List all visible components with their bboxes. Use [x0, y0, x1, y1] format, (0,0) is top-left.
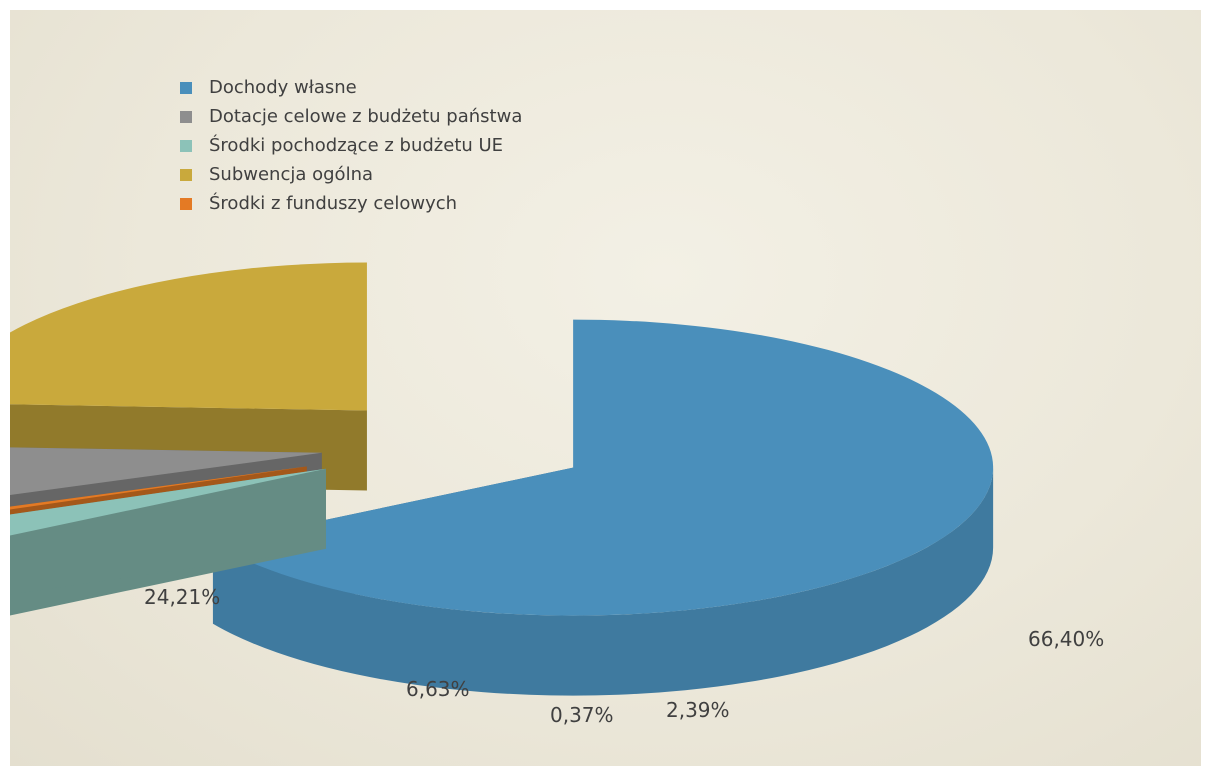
legend-swatch [180, 110, 192, 123]
legend-swatch [180, 197, 192, 210]
pie-slice-top [10, 262, 367, 411]
legend-item-fundusze-celowe: Środki z funduszy celowych [180, 189, 522, 218]
legend-item-dochody-wlasne: Dochody własne [180, 73, 522, 102]
pie-slice-top [10, 447, 322, 496]
legend: Dochody własne Dotacje celowe z budżetu … [180, 73, 522, 218]
data-label-subwencja-ogolna: 24,21% [144, 585, 221, 609]
pie-slice [10, 468, 326, 616]
legend-label: Subwencja ogólna [209, 164, 374, 185]
data-label-dochody-wlasne: 66,40% [1028, 627, 1105, 651]
pie-slice-side [10, 468, 326, 595]
pie-slice [212, 319, 994, 696]
pie-slice-top [212, 319, 994, 616]
legend-label: Dochody własne [209, 77, 357, 98]
data-label-dotacje-celowe: 6,63% [406, 677, 470, 701]
chart-area: Dochody własne Dotacje celowe z budżetu … [10, 10, 1201, 766]
pie-slice-rim [212, 467, 994, 696]
legend-label: Środki pochodzące z budżetu UE [209, 135, 504, 156]
legend-swatch [180, 168, 192, 181]
legend-label: Dotacje celowe z budżetu państwa [209, 106, 523, 127]
legend-swatch [180, 81, 192, 94]
pie-chart [10, 262, 994, 696]
legend-item-srodki-ue: Środki pochodzące z budżetu UE [180, 131, 522, 160]
legend-swatch [180, 139, 192, 152]
legend-item-dotacje-celowe: Dotacje celowe z budżetu państwa [180, 102, 522, 131]
legend-item-subwencja-ogolna: Subwencja ogólna [180, 160, 522, 189]
legend-label: Środki z funduszy celowych [209, 193, 458, 214]
pie-slice-top [10, 468, 326, 536]
data-label-fundusze-celowe: 0,37% [550, 703, 614, 727]
data-label-srodki-ue: 2,39% [666, 698, 730, 722]
